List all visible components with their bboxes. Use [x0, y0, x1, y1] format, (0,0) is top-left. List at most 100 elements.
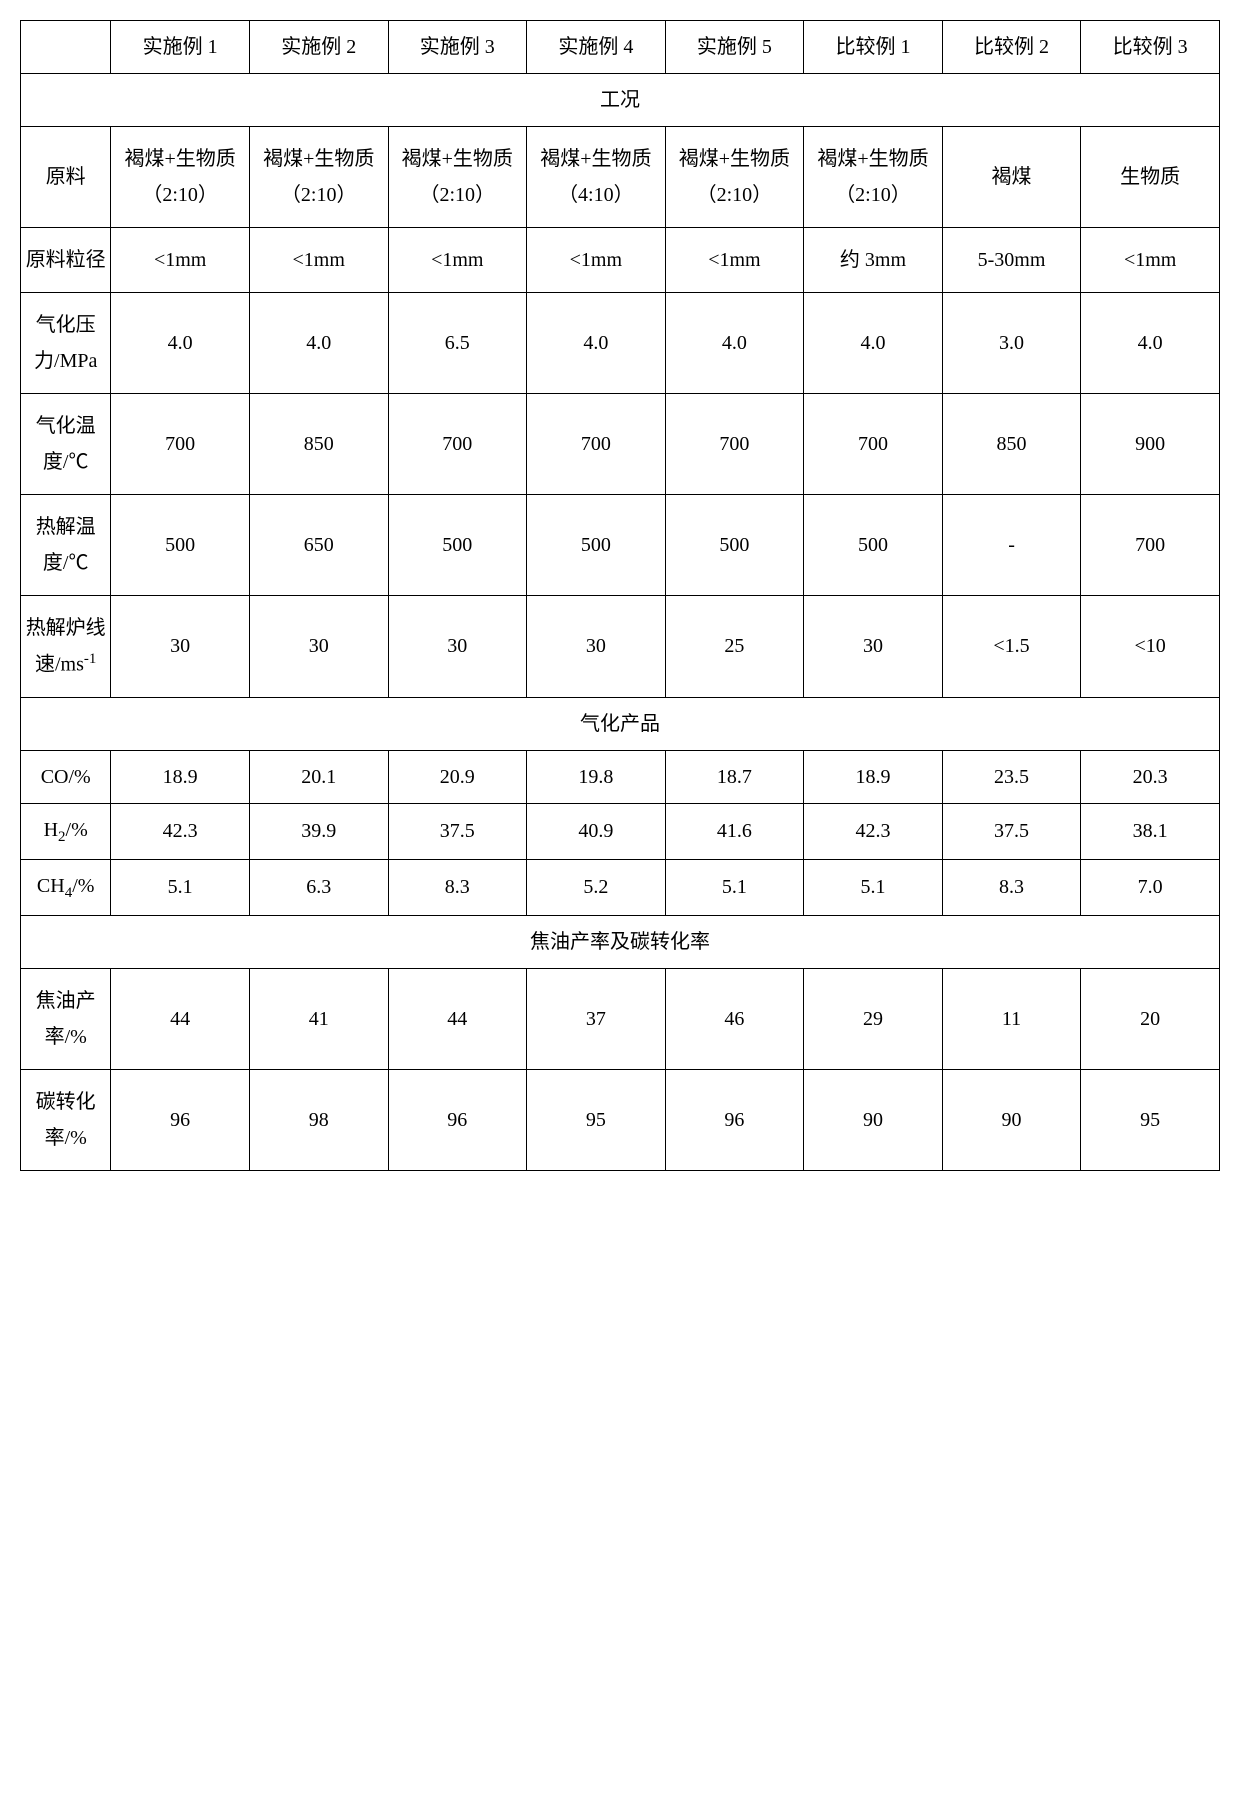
table-cell: 5.1 — [804, 859, 943, 915]
section-header-row: 工况 — [21, 74, 1220, 127]
table-cell: 5.1 — [111, 859, 250, 915]
table-cell: 46 — [665, 968, 804, 1069]
table-cell: 42.3 — [804, 803, 943, 859]
table-cell: 6.3 — [249, 859, 388, 915]
table-cell: 4.0 — [804, 293, 943, 394]
table-cell: 41.6 — [665, 803, 804, 859]
table-cell: 98 — [249, 1069, 388, 1170]
table-cell: 8.3 — [388, 859, 527, 915]
table-cell: 37.5 — [942, 803, 1081, 859]
table-cell: 650 — [249, 495, 388, 596]
table-cell: 850 — [249, 394, 388, 495]
table-cell: 700 — [111, 394, 250, 495]
table-cell: 95 — [527, 1069, 666, 1170]
table-cell: 500 — [111, 495, 250, 596]
table-row: 碳转化率/% 96 98 96 95 96 90 90 95 — [21, 1069, 1220, 1170]
row-label: H2/% — [21, 803, 111, 859]
row-label: 原料粒径 — [21, 228, 111, 293]
table-cell: 褐煤+生物质（4:10） — [527, 127, 666, 228]
header-cell-cmp1: 比较例 1 — [804, 21, 943, 74]
row-label: 气化压力/MPa — [21, 293, 111, 394]
table-cell: 30 — [804, 596, 943, 698]
table-cell: 850 — [942, 394, 1081, 495]
table-cell: 95 — [1081, 1069, 1220, 1170]
table-cell: <1mm — [527, 228, 666, 293]
header-cell-ex4: 实施例 4 — [527, 21, 666, 74]
header-cell-ex5: 实施例 5 — [665, 21, 804, 74]
table-cell: 3.0 — [942, 293, 1081, 394]
table-row: CH4/% 5.1 6.3 8.3 5.2 5.1 5.1 8.3 7.0 — [21, 859, 1220, 915]
table-cell: 20 — [1081, 968, 1220, 1069]
header-cell-cmp2: 比较例 2 — [942, 21, 1081, 74]
table-cell: 11 — [942, 968, 1081, 1069]
table-cell: 褐煤+生物质（2:10） — [804, 127, 943, 228]
table-cell: <1mm — [1081, 228, 1220, 293]
table-row: 原料粒径 <1mm <1mm <1mm <1mm <1mm 约 3mm 5-30… — [21, 228, 1220, 293]
table-cell: 18.7 — [665, 750, 804, 803]
section-header-row: 焦油产率及碳转化率 — [21, 915, 1220, 968]
row-label: 气化温度/℃ — [21, 394, 111, 495]
table-cell: 4.0 — [527, 293, 666, 394]
table-cell: - — [942, 495, 1081, 596]
table-cell: 37.5 — [388, 803, 527, 859]
table-cell: 30 — [249, 596, 388, 698]
table-cell: 7.0 — [1081, 859, 1220, 915]
table-cell: 5.2 — [527, 859, 666, 915]
row-label: CH4/% — [21, 859, 111, 915]
table-cell: 96 — [665, 1069, 804, 1170]
table-row: 焦油产率/% 44 41 44 37 46 29 11 20 — [21, 968, 1220, 1069]
table-cell: 96 — [111, 1069, 250, 1170]
header-cell-ex1: 实施例 1 — [111, 21, 250, 74]
section-header-row: 气化产品 — [21, 697, 1220, 750]
table-cell: 900 — [1081, 394, 1220, 495]
table-cell: 700 — [804, 394, 943, 495]
row-label: 焦油产率/% — [21, 968, 111, 1069]
header-cell-blank — [21, 21, 111, 74]
table-row: 气化压力/MPa 4.0 4.0 6.5 4.0 4.0 4.0 3.0 4.0 — [21, 293, 1220, 394]
table-row: 气化温度/℃ 700 850 700 700 700 700 850 900 — [21, 394, 1220, 495]
table-cell: 4.0 — [665, 293, 804, 394]
table-cell: 20.9 — [388, 750, 527, 803]
table-cell: <10 — [1081, 596, 1220, 698]
table-cell: 23.5 — [942, 750, 1081, 803]
table-row: 热解温度/℃ 500 650 500 500 500 500 - 700 — [21, 495, 1220, 596]
table-row: CO/% 18.9 20.1 20.9 19.8 18.7 18.9 23.5 … — [21, 750, 1220, 803]
table-cell: 44 — [111, 968, 250, 1069]
header-cell-cmp3: 比较例 3 — [1081, 21, 1220, 74]
table-cell: 30 — [388, 596, 527, 698]
table-cell: 生物质 — [1081, 127, 1220, 228]
table-cell: 30 — [111, 596, 250, 698]
table-cell: 700 — [388, 394, 527, 495]
table-cell: 44 — [388, 968, 527, 1069]
table-row: 原料 褐煤+生物质（2:10） 褐煤+生物质（2:10） 褐煤+生物质（2:10… — [21, 127, 1220, 228]
table-cell: 30 — [527, 596, 666, 698]
section-title: 气化产品 — [21, 697, 1220, 750]
table-cell: 700 — [527, 394, 666, 495]
row-label: 热解温度/℃ — [21, 495, 111, 596]
table-cell: 4.0 — [1081, 293, 1220, 394]
data-table: 实施例 1 实施例 2 实施例 3 实施例 4 实施例 5 比较例 1 比较例 … — [20, 20, 1220, 1171]
table-cell: 37 — [527, 968, 666, 1069]
table-cell: 约 3mm — [804, 228, 943, 293]
table-cell: 褐煤+生物质（2:10） — [111, 127, 250, 228]
table-cell: 8.3 — [942, 859, 1081, 915]
table-cell: 41 — [249, 968, 388, 1069]
table-cell: 500 — [804, 495, 943, 596]
table-row: 热解炉线速/ms-1 30 30 30 30 25 30 <1.5 <10 — [21, 596, 1220, 698]
table-header-row: 实施例 1 实施例 2 实施例 3 实施例 4 实施例 5 比较例 1 比较例 … — [21, 21, 1220, 74]
section-title: 焦油产率及碳转化率 — [21, 915, 1220, 968]
table-cell: 39.9 — [249, 803, 388, 859]
header-cell-ex3: 实施例 3 — [388, 21, 527, 74]
table-cell: 40.9 — [527, 803, 666, 859]
table-cell: 96 — [388, 1069, 527, 1170]
table-cell: 褐煤+生物质（2:10） — [665, 127, 804, 228]
table-cell: 5.1 — [665, 859, 804, 915]
table-cell: 38.1 — [1081, 803, 1220, 859]
table-cell: 25 — [665, 596, 804, 698]
table-cell: 90 — [942, 1069, 1081, 1170]
table-cell: 500 — [388, 495, 527, 596]
table-cell: 4.0 — [111, 293, 250, 394]
table-cell: <1mm — [665, 228, 804, 293]
table-cell: <1mm — [388, 228, 527, 293]
table-cell: 褐煤+生物质（2:10） — [388, 127, 527, 228]
